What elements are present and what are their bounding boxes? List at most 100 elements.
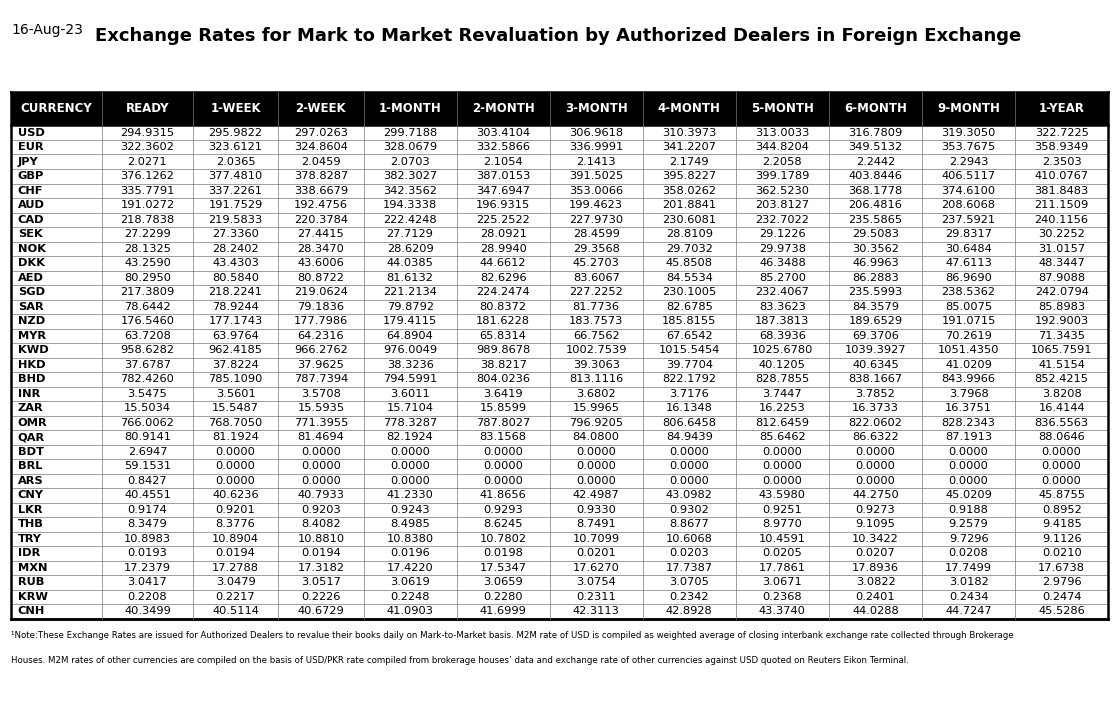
Text: 2-WEEK: 2-WEEK: [296, 102, 346, 115]
Text: 328.0679: 328.0679: [383, 142, 437, 152]
Text: 1-YEAR: 1-YEAR: [1039, 102, 1085, 115]
Bar: [11, 198, 1108, 213]
Text: CHF: CHF: [18, 186, 44, 196]
Text: 235.5993: 235.5993: [848, 287, 903, 297]
Text: 368.1778: 368.1778: [848, 186, 903, 196]
Text: 395.8227: 395.8227: [662, 171, 716, 181]
Text: 374.6100: 374.6100: [942, 186, 995, 196]
Text: 0.0000: 0.0000: [762, 461, 802, 471]
Text: 59.1531: 59.1531: [124, 461, 171, 471]
Text: 2.0703: 2.0703: [391, 156, 430, 167]
Text: 0.0000: 0.0000: [301, 476, 340, 486]
Text: 349.5132: 349.5132: [848, 142, 903, 152]
Text: 2.0365: 2.0365: [215, 156, 256, 167]
Text: 81.7736: 81.7736: [573, 301, 619, 311]
Text: 323.6121: 323.6121: [209, 142, 262, 152]
Bar: [11, 560, 1108, 575]
Text: 353.7675: 353.7675: [942, 142, 995, 152]
Text: 0.0000: 0.0000: [391, 461, 430, 471]
Bar: [11, 183, 1108, 198]
Text: 10.8810: 10.8810: [297, 534, 345, 544]
Text: 80.9141: 80.9141: [124, 432, 171, 442]
Text: 43.3740: 43.3740: [759, 606, 806, 616]
Bar: [11, 126, 1108, 140]
Bar: [11, 343, 1108, 358]
Text: 0.9302: 0.9302: [670, 505, 709, 515]
Bar: [11, 328, 1108, 343]
Text: 303.4104: 303.4104: [477, 128, 530, 138]
Bar: [11, 140, 1108, 154]
Text: 852.4215: 852.4215: [1035, 374, 1088, 384]
Text: 87.9088: 87.9088: [1038, 273, 1085, 283]
Text: 187.3813: 187.3813: [756, 316, 809, 326]
Text: CURRENCY: CURRENCY: [21, 102, 93, 115]
Text: 342.3562: 342.3562: [383, 186, 437, 196]
Bar: [11, 242, 1108, 256]
Text: 80.2950: 80.2950: [124, 273, 171, 283]
Text: 29.8317: 29.8317: [945, 229, 992, 240]
Text: 8.8677: 8.8677: [670, 519, 709, 529]
Text: 962.4185: 962.4185: [209, 346, 262, 356]
Text: 86.6322: 86.6322: [853, 432, 898, 442]
Text: 0.0193: 0.0193: [127, 548, 167, 558]
Text: 0.0000: 0.0000: [856, 447, 895, 456]
Text: 16.4144: 16.4144: [1038, 403, 1085, 413]
Text: 3.0659: 3.0659: [483, 577, 523, 587]
Text: INR: INR: [18, 389, 40, 399]
Text: 85.0075: 85.0075: [945, 301, 992, 311]
Bar: [11, 532, 1108, 546]
Text: 3.6802: 3.6802: [577, 389, 616, 399]
Text: 0.0000: 0.0000: [576, 461, 616, 471]
Text: SGD: SGD: [18, 287, 45, 297]
Bar: [11, 575, 1108, 589]
Text: 179.4115: 179.4115: [383, 316, 437, 326]
Text: 40.5114: 40.5114: [212, 606, 259, 616]
Text: 183.7573: 183.7573: [569, 316, 624, 326]
Text: 0.0000: 0.0000: [215, 461, 256, 471]
Text: 347.6947: 347.6947: [477, 186, 530, 196]
Bar: [11, 604, 1108, 619]
Bar: [11, 256, 1108, 270]
Text: 838.1667: 838.1667: [848, 374, 903, 384]
Text: 28.2402: 28.2402: [212, 244, 259, 254]
Text: 0.2280: 0.2280: [483, 592, 523, 602]
Text: 232.4067: 232.4067: [756, 287, 809, 297]
Text: ZAR: ZAR: [18, 403, 44, 413]
Text: 44.2750: 44.2750: [853, 491, 898, 501]
Text: 79.8792: 79.8792: [386, 301, 434, 311]
Text: 3.0822: 3.0822: [856, 577, 895, 587]
Text: 40.6345: 40.6345: [853, 360, 898, 370]
Text: 336.9991: 336.9991: [569, 142, 624, 152]
Text: 28.1325: 28.1325: [124, 244, 171, 254]
Text: 1-MONTH: 1-MONTH: [378, 102, 442, 115]
Text: 203.8127: 203.8127: [756, 201, 809, 210]
Text: 48.3447: 48.3447: [1038, 258, 1085, 268]
Text: BHD: BHD: [18, 374, 46, 384]
Text: GBP: GBP: [18, 171, 45, 181]
Text: 335.7791: 335.7791: [121, 186, 174, 196]
Text: 81.4694: 81.4694: [298, 432, 344, 442]
Text: SAR: SAR: [18, 301, 44, 311]
Bar: [11, 92, 1108, 125]
Text: 0.2311: 0.2311: [576, 592, 616, 602]
Bar: [11, 314, 1108, 328]
Text: 0.0000: 0.0000: [670, 461, 710, 471]
Text: 3.5475: 3.5475: [127, 389, 167, 399]
Text: 192.9003: 192.9003: [1035, 316, 1089, 326]
Text: 232.7022: 232.7022: [756, 215, 809, 225]
Bar: [11, 169, 1108, 183]
Bar: [11, 299, 1108, 314]
Text: 43.0982: 43.0982: [666, 491, 713, 501]
Text: 85.6462: 85.6462: [759, 432, 806, 442]
Text: 196.9315: 196.9315: [477, 201, 530, 210]
Text: 6-MONTH: 6-MONTH: [844, 102, 907, 115]
Text: 3.0619: 3.0619: [391, 577, 430, 587]
Text: 0.0000: 0.0000: [391, 476, 430, 486]
Text: HKD: HKD: [18, 360, 46, 370]
Text: 37.8224: 37.8224: [212, 360, 259, 370]
Text: 66.7562: 66.7562: [573, 331, 619, 341]
Text: 227.9730: 227.9730: [569, 215, 624, 225]
Text: 44.0385: 44.0385: [386, 258, 433, 268]
Text: IDR: IDR: [18, 548, 40, 558]
Text: 796.9205: 796.9205: [569, 418, 624, 428]
